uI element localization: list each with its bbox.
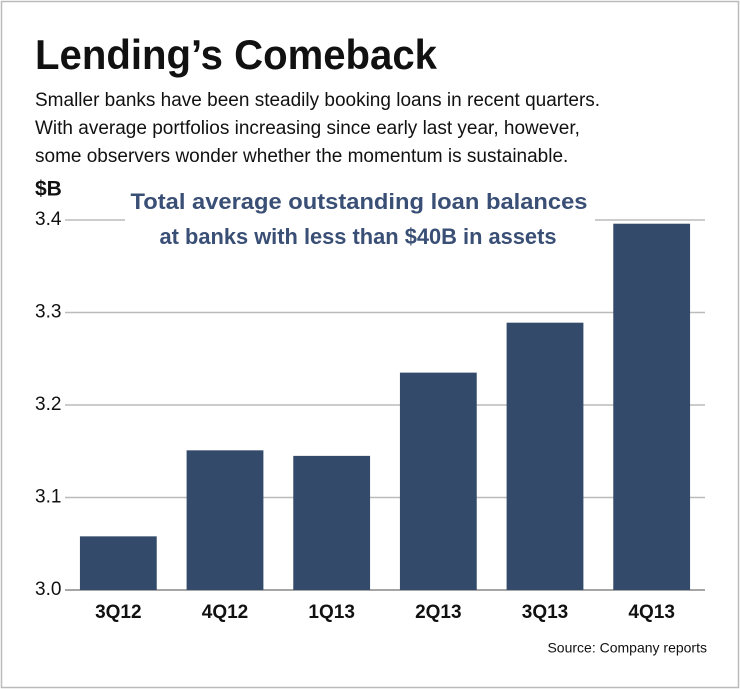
y-tick-label: 3.4 [35, 209, 62, 230]
y-tick-label: 3.0 [35, 579, 61, 600]
bar [506, 322, 584, 590]
bar [399, 372, 477, 590]
x-tick-label: 4Q13 [628, 602, 674, 623]
annotation: at banks with less than $40B in assets [160, 224, 557, 249]
annotation-background [125, 186, 595, 256]
y-axis-label: $B [35, 178, 62, 201]
bar [186, 450, 264, 590]
x-tick-label: 1Q13 [308, 602, 354, 623]
y-tick-label: 3.1 [35, 487, 61, 508]
x-tick-label: 3Q13 [522, 602, 568, 623]
x-tick-label: 3Q12 [95, 602, 141, 623]
source: Source: Company reports [547, 640, 707, 656]
x-tick-label: 2Q13 [415, 602, 461, 623]
subtitle: some observers wonder whether the moment… [35, 146, 568, 167]
chart-title: Lending’s Comeback [35, 31, 438, 78]
bar [79, 536, 157, 590]
bar [613, 223, 691, 590]
y-tick-label: 3.3 [35, 302, 61, 323]
annotation: Total average outstanding loan balances [131, 189, 588, 214]
subtitle: With average portfolios increasing since… [35, 118, 580, 139]
x-tick-label: 4Q12 [202, 602, 248, 623]
subtitle: Smaller banks have been steadily booking… [35, 90, 600, 111]
bar [293, 455, 371, 590]
y-tick-label: 3.2 [35, 394, 61, 415]
